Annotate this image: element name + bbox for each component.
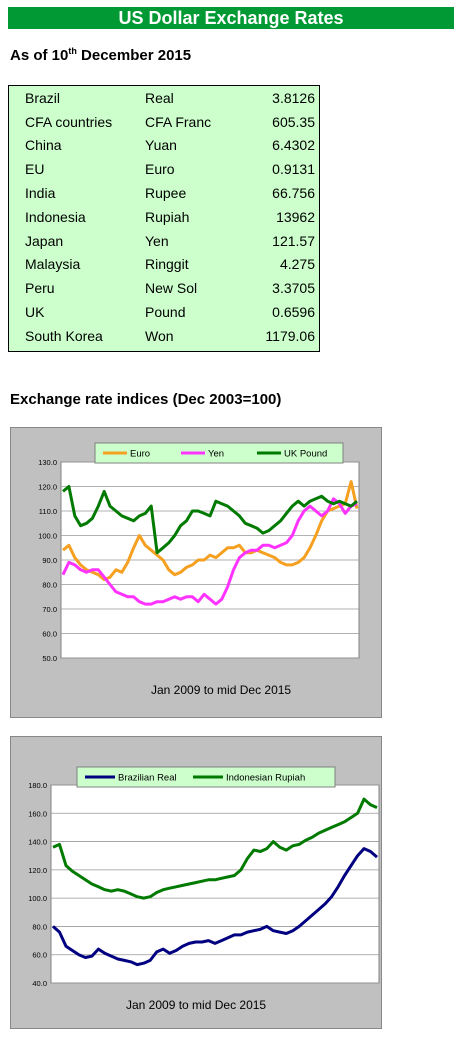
y-tick-label: 180.0: [28, 781, 47, 790]
rate-cell: 4.275: [279, 256, 315, 273]
y-tick-label: 120.0: [28, 866, 47, 875]
y-tick-label: 40.0: [32, 979, 47, 988]
currency-cell: Ringgit: [145, 256, 189, 273]
series-line-1: [52, 797, 378, 900]
rate-row: India Rupee 66.756: [25, 181, 315, 205]
plot-area: [50, 784, 380, 984]
rate-cell: 13962: [276, 208, 315, 225]
series-line-0: [62, 480, 359, 582]
y-tick-label: 130.0: [38, 458, 57, 467]
country-cell: Malaysia: [25, 256, 81, 273]
y-tick-label: 110.0: [39, 507, 57, 516]
chart2-xlabel: Jan 2009 to mid Dec 2015: [126, 998, 267, 1012]
legend-label-1: Indonesian Rupiah: [226, 773, 305, 784]
emerging-currency-chart-svg: 180.0 160.0 140.0 120.0 100.0 80.0 60.0 40.0 Bra…: [28, 766, 380, 988]
country-cell: Peru: [25, 280, 55, 297]
currency-index-chart: 130.0 120.0 110.0 100.0 90.0 80.0 70.0 60.0 50.0…: [10, 427, 382, 718]
rate-row: Peru New Sol 3.3705: [25, 276, 315, 300]
rate-cell: 66.756: [272, 185, 315, 202]
currency-cell: Real: [145, 89, 174, 106]
rate-row: Brazil Real 3.8126: [25, 86, 315, 110]
rate-row: Japan Yen 121.57: [25, 229, 315, 253]
chart1-xlabel: Jan 2009 to mid Dec 2015: [151, 683, 292, 697]
y-tick-label: 70.0: [42, 605, 57, 614]
y-tick-label: 90.0: [42, 556, 57, 565]
as-of-ordinal: th: [68, 46, 77, 56]
legend-label-1: Yen: [208, 449, 224, 460]
rate-cell: 605.35: [272, 113, 315, 130]
rate-row: EU Euro 0.9131: [25, 157, 315, 181]
y-tick-label: 60.0: [32, 951, 47, 960]
exchange-rates-table: Brazil Real 3.8126 CFA countries CFA Franc 60…: [25, 86, 315, 348]
country-cell: Brazil: [25, 89, 61, 106]
as-of-prefix: As of 10: [10, 47, 69, 64]
rate-row: UK Pound 0.6596: [25, 300, 315, 324]
currency-index-chart-svg: 130.0 120.0 110.0 100.0 90.0 80.0 70.0 60.0 50.0…: [38, 442, 360, 663]
exchange-rates-table-box: Brazil Real 3.8126 CFA countries CFA Franc 60…: [8, 85, 320, 352]
rate-cell: 3.3705: [272, 280, 315, 297]
currency-cell: Yen: [145, 232, 169, 249]
y-tick-label: 80.0: [42, 581, 57, 590]
y-tick-label: 120.0: [38, 483, 57, 492]
y-tick-label: 160.0: [28, 809, 47, 818]
country-cell: China: [25, 137, 62, 154]
currency-cell: Yuan: [145, 137, 177, 154]
currency-cell: New Sol: [145, 280, 198, 297]
as-of-suffix: December 2015: [76, 47, 192, 64]
rate-cell: 3.8126: [272, 89, 315, 106]
currency-cell: Won: [145, 327, 174, 344]
y-tick-label: 50.0: [42, 654, 57, 663]
country-cell: UK: [25, 304, 45, 321]
rate-cell: 1179.06: [265, 327, 315, 344]
y-tick-label: 60.0: [42, 630, 57, 639]
indices-section-title: Exchange rate indices (Dec 2003=100): [10, 391, 282, 408]
rate-row: Indonesia Rupiah 13962: [25, 205, 315, 229]
country-cell: India: [25, 185, 56, 202]
rate-row: South Korea Won 1179.06: [25, 324, 315, 348]
country-cell: CFA countries: [25, 113, 113, 130]
country-cell: EU: [25, 161, 45, 178]
rate-row: China Yuan 6.4302: [25, 134, 315, 158]
series-line-1: [61, 497, 358, 606]
country-cell: Indonesia: [25, 208, 86, 225]
y-tick-label: 80.0: [32, 922, 47, 931]
rate-cell: 121.57: [272, 232, 315, 249]
series-line-2: [62, 485, 358, 555]
legend-label-0: Euro: [130, 449, 150, 460]
currency-cell: CFA Franc: [145, 113, 212, 130]
legend-label-2: UK Pound: [284, 449, 327, 460]
as-of-date: As of 10th December 2015: [10, 46, 191, 64]
series-line-0: [52, 847, 378, 967]
country-cell: Japan: [25, 232, 64, 249]
currency-cell: Rupiah: [145, 208, 190, 225]
y-tick-label: 140.0: [28, 838, 47, 847]
country-cell: South Korea: [25, 327, 103, 344]
rate-cell: 6.4302: [272, 137, 315, 154]
rate-row: CFA countries CFA Franc 605.35: [25, 110, 315, 134]
emerging-currency-chart: 180.0 160.0 140.0 120.0 100.0 80.0 60.0 40.0 Bra…: [10, 736, 382, 1029]
rate-cell: 0.9131: [272, 161, 315, 178]
currency-cell: Pound: [145, 304, 186, 321]
rate-row: Malaysia Ringgit 4.275: [25, 253, 315, 277]
page-title: US Dollar Exchange Rates: [8, 7, 454, 29]
y-tick-label: 100.0: [28, 894, 47, 903]
y-tick-label: 100.0: [38, 532, 57, 541]
legend-label-0: Brazilian Real: [118, 773, 177, 784]
currency-cell: Euro: [145, 161, 175, 178]
rate-cell: 0.6596: [272, 304, 315, 321]
currency-cell: Rupee: [145, 185, 187, 202]
legend-box: [94, 442, 344, 464]
